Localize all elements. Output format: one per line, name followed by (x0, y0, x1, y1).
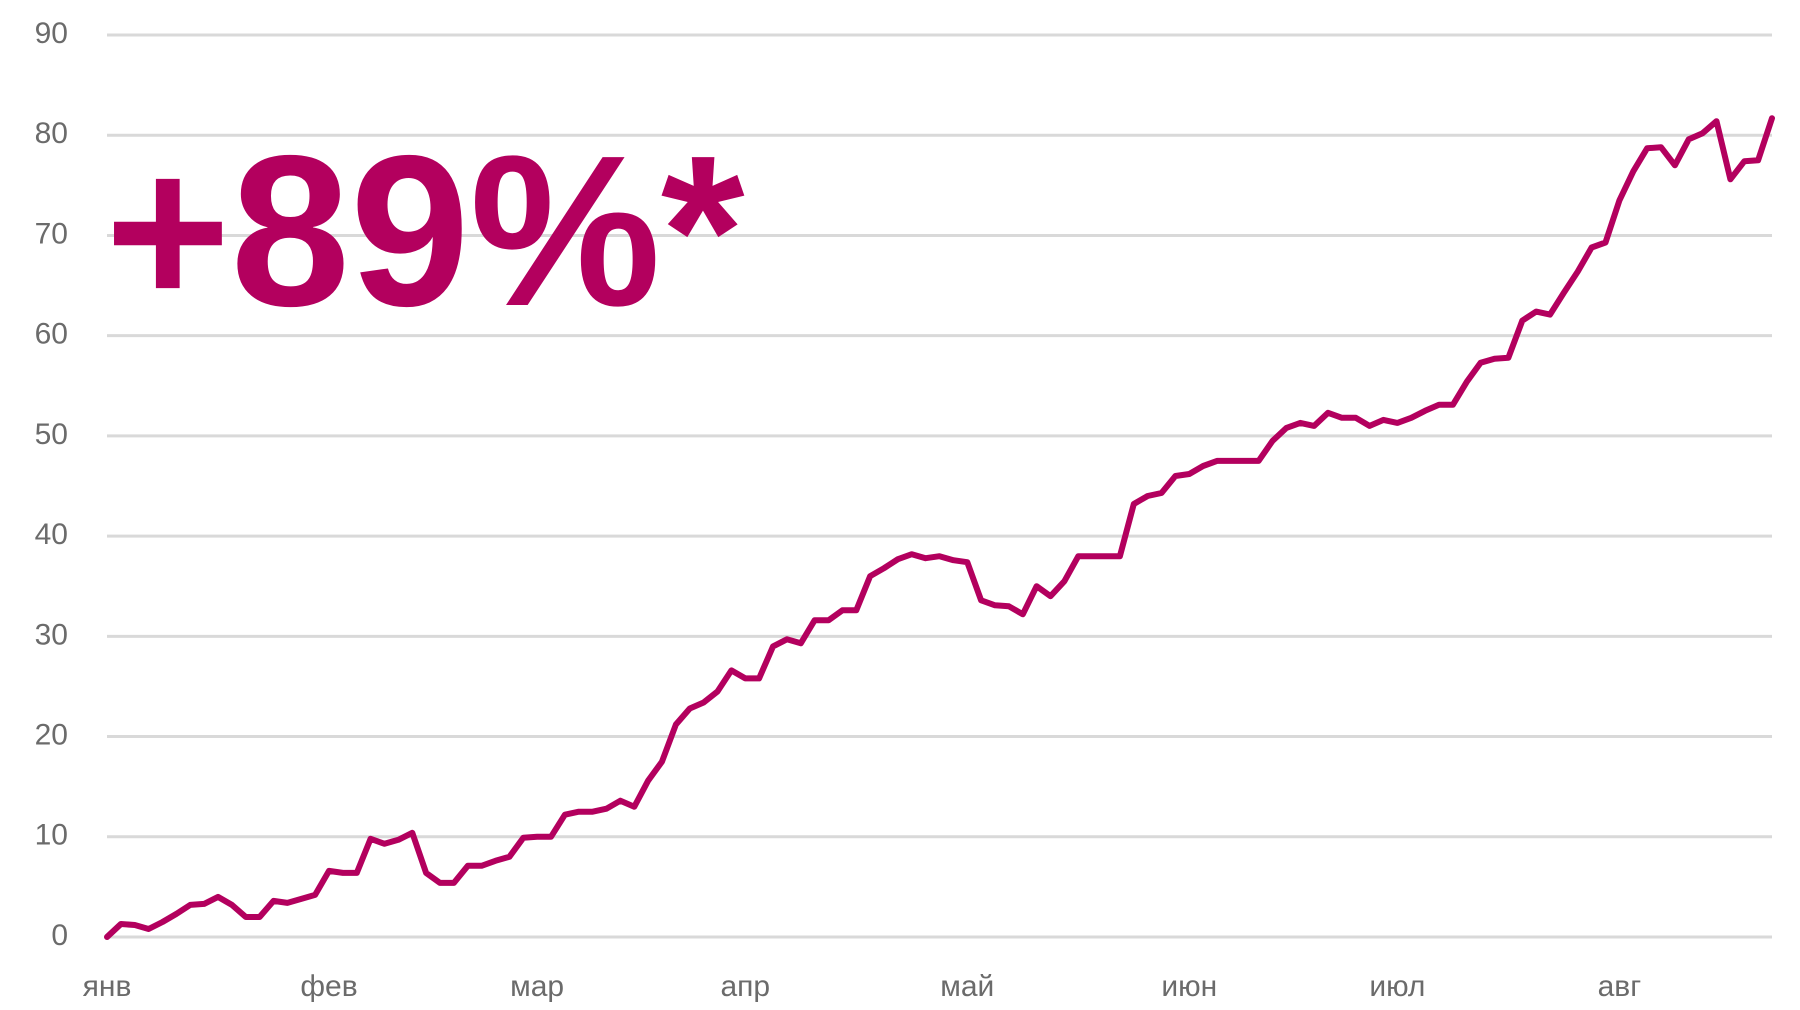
x-tick-label: июл (1369, 970, 1425, 1003)
y-tick-label: 80 (35, 117, 68, 150)
y-tick-label: 60 (35, 318, 68, 351)
y-tick-label: 0 (51, 919, 68, 952)
annotation: +89%* (105, 110, 745, 351)
x-tick-label: май (940, 970, 994, 1003)
x-tick-label: мар (510, 970, 564, 1003)
y-tick-label: 10 (35, 819, 68, 852)
x-tick-label: авг (1598, 970, 1642, 1003)
x-tick-label: апр (720, 970, 770, 1003)
x-tick-label: янв (83, 970, 132, 1003)
x-tick-label: июн (1161, 970, 1217, 1003)
data-line (104, 115, 1775, 940)
y-tick-label: 40 (35, 518, 68, 551)
y-tick-label: 90 (35, 17, 68, 50)
y-tick-label: 70 (35, 217, 68, 250)
y-tick-label: 20 (35, 718, 68, 751)
y-tick-label: 50 (35, 418, 68, 451)
x-tick-label: фев (300, 970, 357, 1003)
y-tick-label: 30 (35, 618, 68, 651)
